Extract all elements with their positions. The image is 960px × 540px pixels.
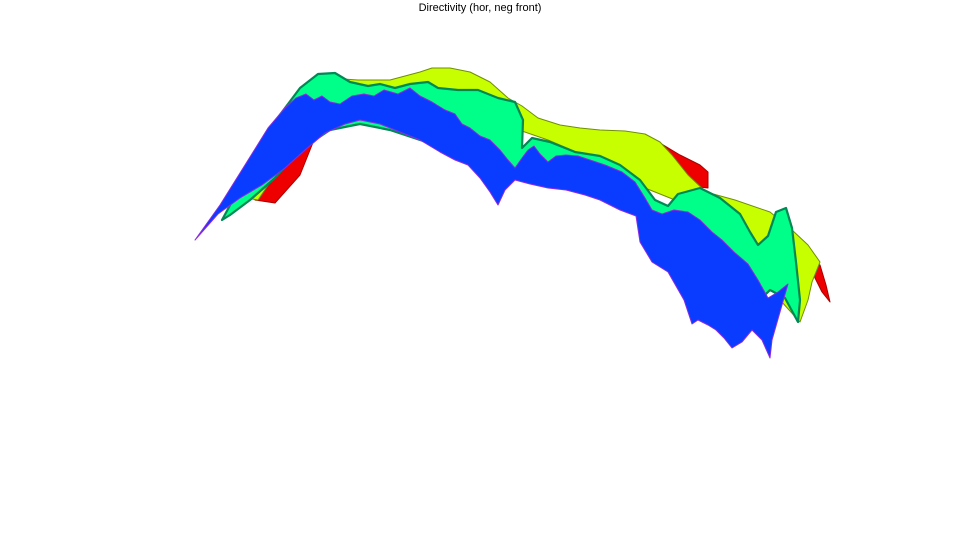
surface-band-blue [194,87,789,359]
chart-title: Directivity (hor, neg front) [418,2,542,14]
surface-layers [194,67,831,359]
